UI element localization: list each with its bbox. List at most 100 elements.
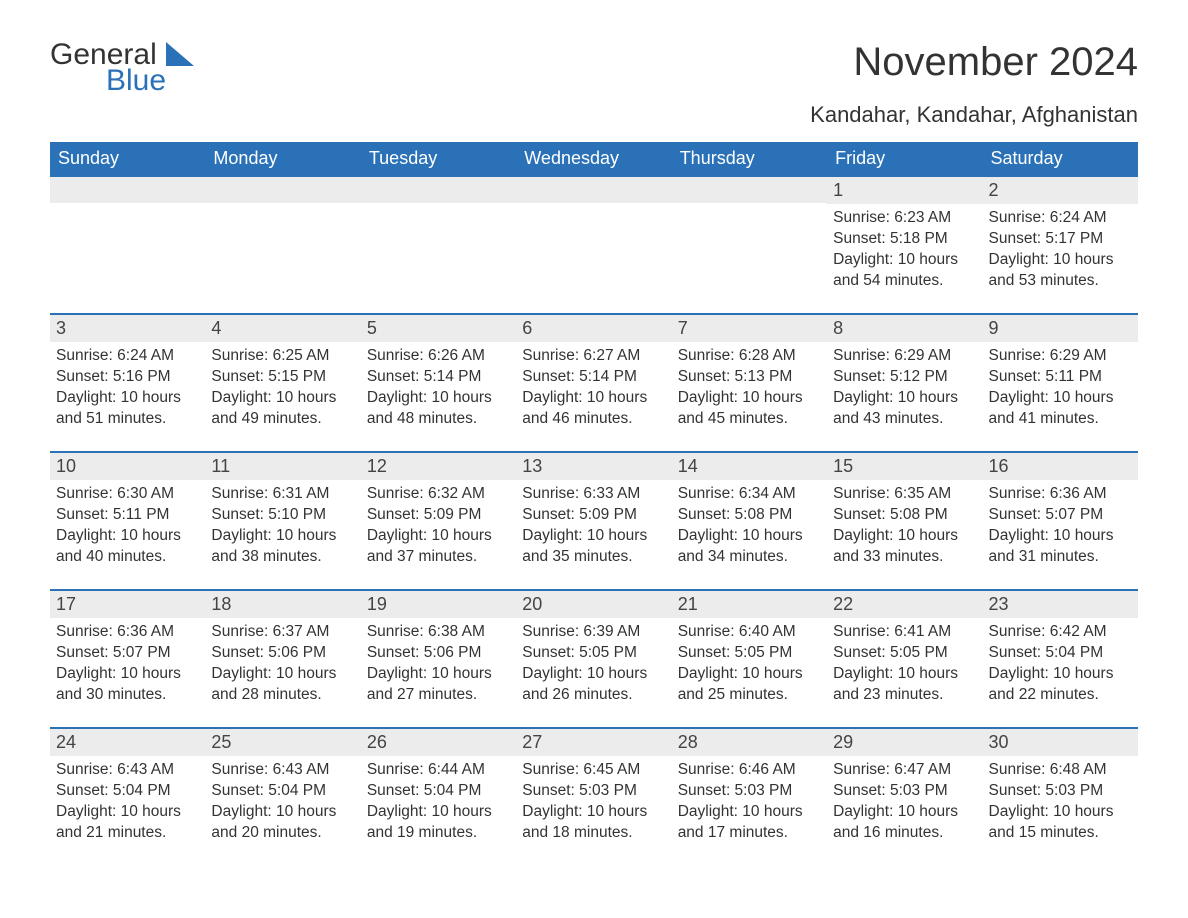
day-number: 29 [827, 727, 982, 756]
calendar-cell: 15 Sunrise: 6:35 AMSunset: 5:08 PMDayligh… [827, 451, 982, 589]
day-details: Sunrise: 6:36 AMSunset: 5:07 PMDaylight:… [50, 618, 205, 712]
daylight-line: Daylight: 10 hours and 15 minutes. [989, 802, 1132, 844]
sunset-line: Sunset: 5:08 PM [678, 505, 821, 526]
calendar-cell: 27Sunrise: 6:45 AMSunset: 5:03 PMDayligh… [516, 727, 671, 865]
day-details: Sunrise: 6:33 AMSunset: 5:09 PMDaylight:… [516, 480, 671, 574]
calendar-cell: 11Sunrise: 6:31 AMSunset: 5:10 PMDayligh… [205, 451, 360, 589]
daylight-line: Daylight: 10 hours and 20 minutes. [211, 802, 354, 844]
weekday-header: Thursday [672, 142, 827, 175]
day-details: Sunrise: 6:42 AMSunset: 5:04 PMDaylight:… [983, 618, 1138, 712]
logo: General Blue [50, 40, 200, 96]
daylight-line: Daylight: 10 hours and 18 minutes. [522, 802, 665, 844]
calendar-cell: 14Sunrise: 6:34 AMSunset: 5:08 PMDayligh… [672, 451, 827, 589]
calendar-cell: 6Sunrise: 6:27 AMSunset: 5:14 PMDaylight… [516, 313, 671, 451]
calendar-cell: 19Sunrise: 6:38 AMSunset: 5:06 PMDayligh… [361, 589, 516, 727]
day-number: 10 [50, 451, 205, 480]
sunset-line: Sunset: 5:03 PM [678, 781, 821, 802]
sunrise-line: Sunrise: 6:35 AM [833, 484, 976, 505]
daylight-line: Daylight: 10 hours and 21 minutes. [56, 802, 199, 844]
weekday-header-row: Sunday Monday Tuesday Wednesday Thursday… [50, 142, 1138, 175]
daylight-line: Daylight: 10 hours and 48 minutes. [367, 388, 510, 430]
calendar-cell: 22Sunrise: 6:41 AMSunset: 5:05 PMDayligh… [827, 589, 982, 727]
calendar-cell: 28Sunrise: 6:46 AMSunset: 5:03 PMDayligh… [672, 727, 827, 865]
calendar-cell: 30Sunrise: 6:48 AMSunset: 5:03 PMDayligh… [983, 727, 1138, 865]
logo-sail-icon [166, 42, 200, 68]
day-details: Sunrise: 6:39 AMSunset: 5:05 PMDaylight:… [516, 618, 671, 712]
day-number: 27 [516, 727, 671, 756]
day-details: Sunrise: 6:38 AMSunset: 5:06 PMDaylight:… [361, 618, 516, 712]
day-number: 17 [50, 589, 205, 618]
daylight-line: Daylight: 10 hours and 31 minutes. [989, 526, 1132, 568]
daylight-line: Daylight: 10 hours and 49 minutes. [211, 388, 354, 430]
sunset-line: Sunset: 5:08 PM [833, 505, 976, 526]
day-number: 15 [827, 451, 982, 480]
day-details: Sunrise: 6:29 AMSunset: 5:11 PMDaylight:… [983, 342, 1138, 436]
calendar-cell: 1Sunrise: 6:23 AMSunset: 5:18 PMDaylight… [827, 175, 982, 313]
sunset-line: Sunset: 5:14 PM [367, 367, 510, 388]
calendar-cell: 24Sunrise: 6:43 AMSunset: 5:04 PMDayligh… [50, 727, 205, 865]
daylight-line: Daylight: 10 hours and 53 minutes. [989, 250, 1132, 292]
sunset-line: Sunset: 5:09 PM [367, 505, 510, 526]
sunrise-line: Sunrise: 6:24 AM [989, 208, 1132, 229]
header: General Blue November 2024 [50, 40, 1138, 96]
sunset-line: Sunset: 5:18 PM [833, 229, 976, 250]
calendar-cell: 12Sunrise: 6:32 AMSunset: 5:09 PMDayligh… [361, 451, 516, 589]
day-number: 26 [361, 727, 516, 756]
day-number: 8 [827, 313, 982, 342]
day-details: Sunrise: 6:48 AMSunset: 5:03 PMDaylight:… [983, 756, 1138, 850]
weekday-header: Friday [827, 142, 982, 175]
daylight-line: Daylight: 10 hours and 51 minutes. [56, 388, 199, 430]
sunset-line: Sunset: 5:04 PM [367, 781, 510, 802]
sunrise-line: Sunrise: 6:42 AM [989, 622, 1132, 643]
sunrise-line: Sunrise: 6:40 AM [678, 622, 821, 643]
calendar-cell: 16Sunrise: 6:36 AMSunset: 5:07 PMDayligh… [983, 451, 1138, 589]
sunset-line: Sunset: 5:12 PM [833, 367, 976, 388]
sunrise-line: Sunrise: 6:29 AM [989, 346, 1132, 367]
daylight-line: Daylight: 10 hours and 34 minutes. [678, 526, 821, 568]
day-number: 28 [672, 727, 827, 756]
day-details: Sunrise: 6:43 AMSunset: 5:04 PMDaylight:… [50, 756, 205, 850]
calendar-cell: 18Sunrise: 6:37 AMSunset: 5:06 PMDayligh… [205, 589, 360, 727]
calendar-cell [50, 175, 205, 313]
sunrise-line: Sunrise: 6:38 AM [367, 622, 510, 643]
page-title: November 2024 [853, 40, 1138, 85]
daylight-line: Daylight: 10 hours and 45 minutes. [678, 388, 821, 430]
sunrise-line: Sunrise: 6:29 AM [833, 346, 976, 367]
daylight-line: Daylight: 10 hours and 46 minutes. [522, 388, 665, 430]
day-details: Sunrise: 6:23 AMSunset: 5:18 PMDaylight:… [827, 204, 982, 298]
daylight-line: Daylight: 10 hours and 41 minutes. [989, 388, 1132, 430]
calendar-cell: 3Sunrise: 6:24 AMSunset: 5:16 PMDaylight… [50, 313, 205, 451]
daylight-line: Daylight: 10 hours and 17 minutes. [678, 802, 821, 844]
day-details: Sunrise: 6:31 AMSunset: 5:10 PMDaylight:… [205, 480, 360, 574]
day-number: 1 [827, 175, 982, 204]
empty-day-bar [205, 175, 360, 203]
calendar-cell: 13Sunrise: 6:33 AMSunset: 5:09 PMDayligh… [516, 451, 671, 589]
calendar-row: 3Sunrise: 6:24 AMSunset: 5:16 PMDaylight… [50, 313, 1138, 451]
sunset-line: Sunset: 5:11 PM [56, 505, 199, 526]
calendar-cell [361, 175, 516, 313]
calendar-row: 17Sunrise: 6:36 AMSunset: 5:07 PMDayligh… [50, 589, 1138, 727]
day-details: Sunrise: 6:24 AMSunset: 5:17 PMDaylight:… [983, 204, 1138, 298]
calendar-cell: 17Sunrise: 6:36 AMSunset: 5:07 PMDayligh… [50, 589, 205, 727]
calendar-cell: 29Sunrise: 6:47 AMSunset: 5:03 PMDayligh… [827, 727, 982, 865]
sunrise-line: Sunrise: 6:41 AM [833, 622, 976, 643]
location-text: Kandahar, Kandahar, Afghanistan [50, 102, 1138, 128]
sunset-line: Sunset: 5:13 PM [678, 367, 821, 388]
day-number: 4 [205, 313, 360, 342]
sunrise-line: Sunrise: 6:27 AM [522, 346, 665, 367]
sunset-line: Sunset: 5:15 PM [211, 367, 354, 388]
sunset-line: Sunset: 5:07 PM [989, 505, 1132, 526]
daylight-line: Daylight: 10 hours and 16 minutes. [833, 802, 976, 844]
calendar-table: Sunday Monday Tuesday Wednesday Thursday… [50, 142, 1138, 865]
sunset-line: Sunset: 5:03 PM [833, 781, 976, 802]
sunrise-line: Sunrise: 6:36 AM [989, 484, 1132, 505]
daylight-line: Daylight: 10 hours and 27 minutes. [367, 664, 510, 706]
daylight-line: Daylight: 10 hours and 33 minutes. [833, 526, 976, 568]
calendar-cell: 8Sunrise: 6:29 AMSunset: 5:12 PMDaylight… [827, 313, 982, 451]
weekday-header: Sunday [50, 142, 205, 175]
day-number: 21 [672, 589, 827, 618]
day-number: 23 [983, 589, 1138, 618]
day-number: 5 [361, 313, 516, 342]
calendar-cell: 20Sunrise: 6:39 AMSunset: 5:05 PMDayligh… [516, 589, 671, 727]
weekday-header: Wednesday [516, 142, 671, 175]
